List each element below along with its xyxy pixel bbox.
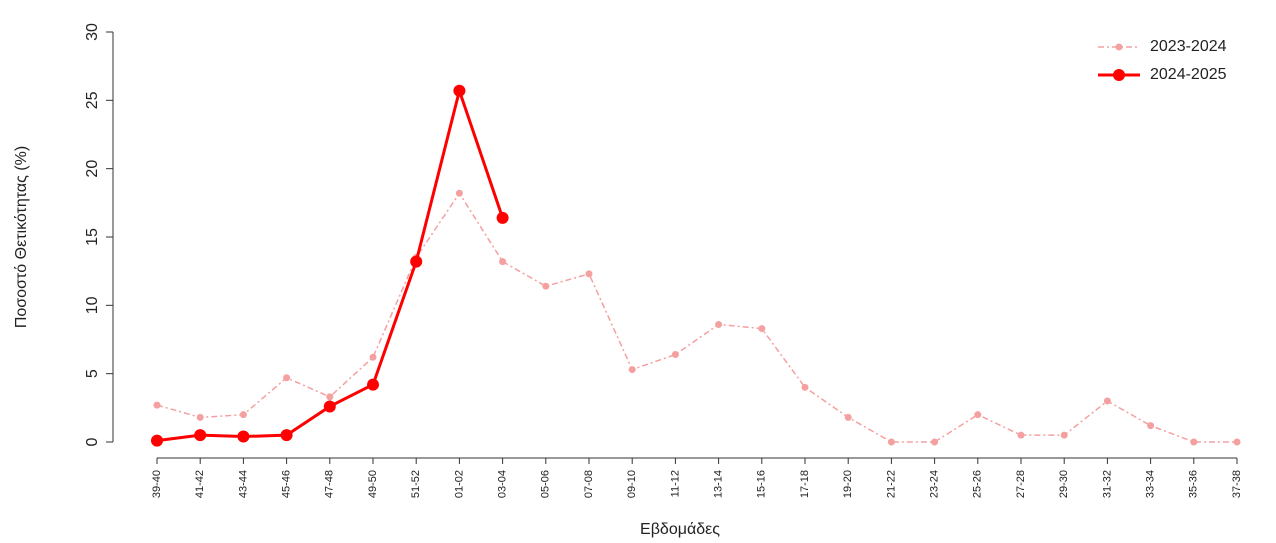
data-point [628,366,636,374]
x-tick-label: 01-02 [453,470,465,498]
x-tick-label: 31-32 [1101,470,1113,498]
data-point [887,438,895,446]
series-line [156,85,505,443]
y-axis-label: Ποσοστό Θετικότητας (%) [13,146,30,328]
y-tick-label: 10 [84,296,101,314]
x-tick-label: 51-52 [410,470,422,498]
data-point [1103,397,1111,405]
data-point [196,413,204,421]
x-tick-label: 19-20 [842,470,854,498]
data-point [280,429,293,442]
data-point [369,353,377,361]
legend-label: 2023-2024 [1150,38,1227,55]
x-tick-label: 33-34 [1145,470,1157,498]
x-tick-label: 17-18 [799,470,811,498]
x-tick-label: 37-38 [1231,470,1243,498]
y-tick-label: 25 [84,91,101,109]
data-point [239,411,247,419]
legend-marker [1113,69,1125,81]
y-tick-label: 30 [84,23,101,41]
x-tick-label: 03-04 [497,470,509,498]
y-tick-label: 5 [84,369,101,378]
x-tick-label: 05-06 [540,470,552,498]
data-point [1147,422,1155,430]
legend-label: 2024-2025 [1150,66,1227,83]
y-tick-label: 20 [84,160,101,178]
data-point [715,320,723,328]
x-tick-label: 21-22 [885,470,897,498]
x-tick-label: 25-26 [972,470,984,498]
data-point [1060,431,1068,439]
data-point [844,413,852,421]
data-point [758,325,766,333]
data-point [585,270,593,278]
x-tick-label: 29-30 [1058,470,1070,498]
data-point [496,211,509,224]
y-tick-label: 0 [84,437,101,446]
x-tick-label: 09-10 [626,470,638,498]
data-point [410,255,423,268]
data-point [326,393,334,401]
x-tick-label: 45-46 [281,470,293,498]
data-point [367,378,379,391]
data-point [1233,438,1241,446]
y-tick-label: 15 [84,228,101,246]
x-tick-label: 47-48 [324,470,336,498]
x-tick-label: 41-42 [194,470,206,498]
series-line [156,191,1237,443]
x-tick-label: 15-16 [756,470,768,498]
data-point [151,434,163,447]
x-tick-label: 43-44 [237,470,249,498]
data-point [1017,431,1025,439]
data-point [453,84,466,97]
data-point [1190,438,1198,446]
x-tick-label: 13-14 [713,470,725,498]
data-point [283,374,291,382]
data-point [194,429,207,442]
data-point [237,430,250,443]
data-point [153,401,161,409]
data-point [542,282,550,290]
x-tick-label: 49-50 [367,470,379,498]
data-point [671,351,679,359]
data-point [455,189,463,197]
data-point [931,438,939,446]
x-tick-label: 39-40 [151,470,163,498]
data-point [974,411,982,419]
data-point [801,383,809,391]
data-point [323,400,336,413]
x-tick-label: 23-24 [929,470,941,498]
x-tick-label: 07-08 [583,470,595,498]
x-axis-label: Εβδομάδες [640,521,720,538]
data-point [499,258,507,266]
x-tick-label: 35-36 [1188,470,1200,498]
legend-marker [1115,43,1123,51]
x-tick-label: 11-12 [669,470,681,497]
x-tick-label: 27-28 [1015,470,1027,498]
